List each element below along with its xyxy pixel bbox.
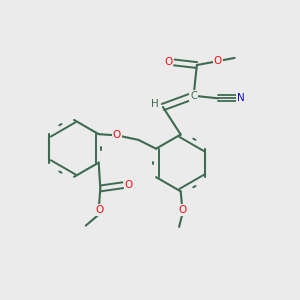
Text: H: H [151,99,159,110]
Text: O: O [113,130,121,140]
Text: O: O [164,57,172,67]
Text: C: C [190,91,197,101]
Text: N: N [237,93,244,103]
Text: O: O [214,56,222,66]
Text: O: O [95,205,103,215]
Text: O: O [124,180,133,190]
Text: O: O [178,205,187,215]
